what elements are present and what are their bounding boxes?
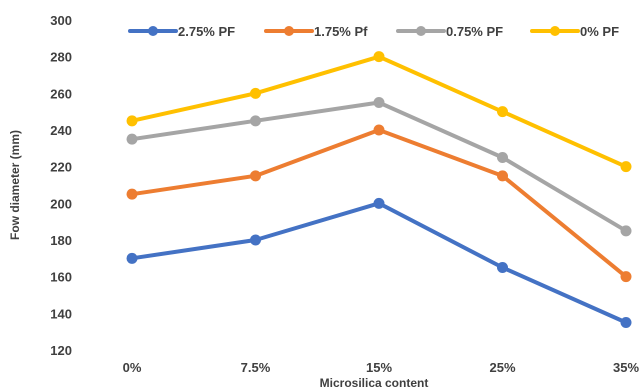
legend-item: 0.75% PF xyxy=(396,24,503,39)
data-point xyxy=(126,115,138,127)
series-line xyxy=(130,201,628,325)
series-line xyxy=(130,54,628,169)
legend-item: 2.75% PF xyxy=(128,24,235,39)
data-point xyxy=(373,197,385,209)
data-point xyxy=(250,87,261,99)
y-tick-label: 180 xyxy=(50,233,72,248)
x-axis-title: Microsilica content xyxy=(320,376,429,390)
y-axis-title: Fow diameter (mm) xyxy=(8,130,22,240)
data-point xyxy=(620,225,632,237)
data-point xyxy=(373,51,385,63)
data-point xyxy=(620,317,632,328)
legend-swatch-marker xyxy=(284,26,294,36)
data-point xyxy=(497,262,508,273)
data-point xyxy=(126,188,138,200)
y-axis-ticks: 120 140 160 180 200 220 240 260 280 300 xyxy=(50,13,72,358)
data-point xyxy=(373,124,385,136)
data-point xyxy=(250,170,261,182)
y-tick-label: 280 xyxy=(50,50,72,65)
series-0 xyxy=(126,197,632,328)
y-tick-label: 300 xyxy=(50,13,72,28)
series-line xyxy=(130,100,628,233)
y-tick-label: 120 xyxy=(50,343,72,358)
series-2 xyxy=(126,97,632,237)
series-1 xyxy=(126,124,632,283)
data-point xyxy=(250,234,261,246)
y-tick-label: 140 xyxy=(50,306,72,321)
data-point xyxy=(497,170,508,182)
series-group xyxy=(126,51,632,328)
data-point xyxy=(126,252,138,264)
legend-swatch-marker xyxy=(550,26,560,36)
x-axis-ticks: 0% 7.5% 15% 25% 35% xyxy=(123,360,640,375)
legend-item: 1.75% Pf xyxy=(264,24,368,39)
legend-label: 0.75% PF xyxy=(446,24,503,39)
data-point xyxy=(620,271,632,283)
legend-item: 0% PF xyxy=(530,24,619,39)
data-point xyxy=(620,161,632,173)
legend-label: 1.75% Pf xyxy=(314,24,368,39)
legend-label: 0% PF xyxy=(580,24,619,39)
x-tick-label: 35% xyxy=(613,360,639,375)
x-tick-label: 15% xyxy=(366,360,392,375)
data-point xyxy=(497,106,508,118)
data-point xyxy=(126,133,138,145)
y-tick-label: 260 xyxy=(50,86,72,101)
x-tick-label: 0% xyxy=(123,360,142,375)
legend-label: 2.75% PF xyxy=(178,24,235,39)
legend-swatch-marker xyxy=(148,26,158,36)
y-tick-label: 160 xyxy=(50,270,72,285)
x-tick-label: 7.5% xyxy=(241,360,271,375)
series-3 xyxy=(126,51,632,173)
legend-swatch-marker xyxy=(416,26,426,36)
x-tick-label: 25% xyxy=(489,360,515,375)
data-point xyxy=(497,152,508,163)
data-point xyxy=(250,115,261,127)
data-point xyxy=(373,97,385,108)
legend: 2.75% PF 1.75% Pf 0.75% PF 0% PF xyxy=(128,24,619,39)
y-tick-label: 220 xyxy=(50,160,72,175)
y-tick-label: 240 xyxy=(50,123,72,138)
y-tick-label: 200 xyxy=(50,196,72,211)
